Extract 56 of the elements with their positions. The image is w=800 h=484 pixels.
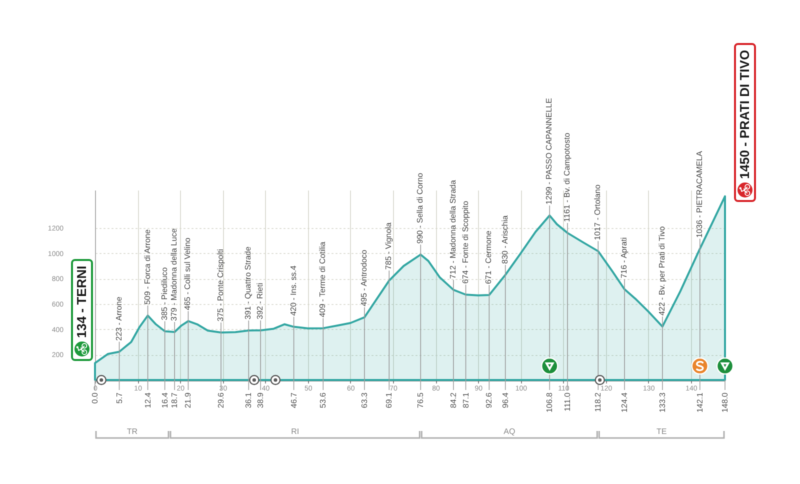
annotation: 379 - Madonna della Luce — [170, 228, 179, 321]
annotation: 134 - TERNI — [74, 266, 90, 338]
x2-tick-label: 111.0 — [563, 392, 572, 412]
x2-tick-label: 76.5 — [416, 392, 426, 408]
annotation: 671 - Cermone — [484, 230, 494, 284]
x2-tick-label: 5.7 — [114, 392, 124, 404]
annotation: 375 - Ponte Crispolti — [216, 248, 225, 322]
annotation: 223 - Arrone — [114, 296, 124, 341]
annotation: 465 - Colli sul Velino — [183, 237, 192, 310]
annotation: 422 - Bv. per Prati di Tivo — [657, 226, 666, 316]
x2-tick-label: 133.3 — [658, 392, 667, 413]
annotation: 1299 - PASSO CAPANNELLE — [544, 98, 554, 204]
text: RI — [291, 427, 300, 436]
annotation: 509 - Forca di Arrone — [142, 228, 152, 305]
x2-tick-label: 29.6 — [216, 392, 226, 408]
annotation: 830 - Arischia — [500, 214, 510, 264]
annotation: 716 - Aprati — [620, 237, 629, 278]
annotation: 1161 - Bv. di Campotosto — [562, 132, 572, 222]
text: TE — [656, 427, 667, 436]
label-frame: 1450 - PRATI DI TIVO — [734, 43, 756, 202]
annotation: 495 - Antrodoco — [359, 249, 368, 306]
annotation: 1036 - PIETRACAMELA — [694, 150, 704, 238]
annotation: 391 - Quattro Strade — [244, 246, 253, 320]
annotation: 1450 - PRATI DI TIVO — [737, 50, 753, 180]
x2-tick-label: 18.7 — [170, 392, 180, 408]
annotation: 712 - Madonna della Strada — [448, 180, 458, 279]
text: TR — [126, 427, 138, 436]
x2-tick-label: 38.9 — [256, 392, 266, 408]
annotation: 785 - Vignola — [384, 222, 394, 270]
x2-tick-label: 36.1 — [244, 392, 254, 408]
x2-tick-label: 69.1 — [384, 392, 394, 408]
x2-tick-label: 16.4 — [160, 392, 170, 408]
x2-tick-label: 63.3 — [360, 392, 369, 408]
annotation: 409 - Terme di Cotilia — [318, 241, 328, 318]
annotation: 420 - Ins. ss.4 — [288, 265, 298, 316]
x2-tick-label: 84.2 — [448, 392, 458, 408]
x2-tick-label: 106.8 — [545, 392, 554, 413]
x2-tick-label: 0.0 — [90, 392, 100, 404]
label-frame: 134 - TERNI — [71, 258, 93, 362]
x2-tick-label: 96.4 — [500, 392, 510, 408]
x2-tick-label: 92.6 — [484, 392, 494, 408]
x2-tick-label: 46.7 — [289, 392, 298, 408]
x2-tick-label: 21.9 — [184, 392, 193, 408]
x2-tick-label: 12.4 — [143, 392, 152, 408]
annotation: 990 - Sella di Corno — [416, 172, 425, 244]
x2-tick-label: 87.1 — [461, 392, 470, 408]
annotation: 1017 - Ortolano — [593, 184, 602, 240]
x2-tick-label: 118.2 — [594, 392, 603, 412]
annotation: 674 - Fonte di Scoppito — [460, 200, 470, 284]
annotation: 385 - Piediluco — [160, 266, 169, 320]
x2-tick-label: 148.0 — [720, 392, 730, 413]
annotation: 392 - Rieti — [256, 282, 265, 320]
x2-tick-label: 53.6 — [318, 392, 328, 408]
x2-tick-label: 124.4 — [620, 392, 630, 413]
text: AQ — [504, 427, 516, 436]
x2-tick-label: 142.1 — [695, 392, 704, 413]
